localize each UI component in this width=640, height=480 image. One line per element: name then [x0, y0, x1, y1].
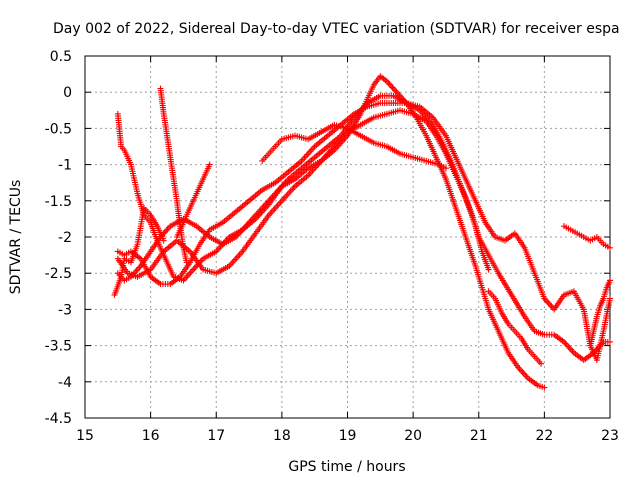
- series-satellite-arc-5: [157, 85, 190, 266]
- data-point: [183, 259, 190, 266]
- data-point: [485, 266, 492, 273]
- x-tick-label: 18: [273, 428, 291, 444]
- x-tick-label: 17: [207, 428, 225, 444]
- x-tick-label: 21: [470, 428, 488, 444]
- y-tick-label: -3: [58, 302, 72, 318]
- tick-marks: [84, 55, 611, 419]
- y-tick-label: -1: [58, 158, 72, 174]
- x-tick-label: 20: [404, 428, 422, 444]
- data-point: [538, 360, 545, 367]
- y-tick-label: 0: [63, 85, 72, 101]
- series-satellite-arc-3: [114, 100, 613, 364]
- chart-title: Day 002 of 2022, Sidereal Day-to-day VTE…: [53, 21, 620, 37]
- series-satellite-arc-7: [259, 121, 449, 172]
- data-series: [111, 73, 613, 391]
- y-tick-label: -1.5: [45, 194, 72, 210]
- data-point: [442, 165, 449, 172]
- data-point: [206, 161, 213, 168]
- series-satellite-arc-11: [587, 277, 613, 349]
- x-tick-labels: 15 16 17 18 19 20 21 22 23: [76, 428, 619, 444]
- x-tick-label: 22: [535, 428, 553, 444]
- data-point: [607, 338, 613, 345]
- x-tick-label: 15: [76, 428, 94, 444]
- series-satellite-arc-8: [485, 288, 545, 367]
- data-point: [607, 277, 613, 284]
- y-tick-label: -4.5: [45, 411, 72, 427]
- x-axis-label: GPS time / hours: [288, 459, 405, 475]
- y-tick-label: -3.5: [45, 339, 72, 355]
- x-tick-label: 23: [601, 428, 619, 444]
- data-point: [607, 295, 613, 302]
- data-point: [607, 244, 613, 251]
- y-axis-label: SDTVAR / TECUs: [8, 180, 24, 295]
- y-tick-label: 0.5: [50, 49, 72, 65]
- x-tick-label: 16: [142, 428, 160, 444]
- data-point: [160, 237, 167, 244]
- y-tick-label: -0.5: [45, 121, 72, 137]
- y-tick-label: -2: [58, 230, 72, 246]
- series-satellite-arc-6: [173, 161, 213, 240]
- series-satellite-arc-10: [111, 205, 167, 298]
- series-satellite-arc-9: [561, 223, 613, 251]
- x-tick-label: 19: [339, 428, 357, 444]
- series-satellite-arc-4: [114, 107, 492, 280]
- y-tick-label: -4: [58, 375, 72, 391]
- data-point: [541, 384, 548, 391]
- y-tick-labels: 0.5 0 -0.5 -1 -1.5 -2 -2.5 -3 -3.5 -4 -4.5: [45, 49, 72, 427]
- series-satellite-arc-2: [114, 92, 613, 364]
- y-tick-label: -2.5: [45, 266, 72, 282]
